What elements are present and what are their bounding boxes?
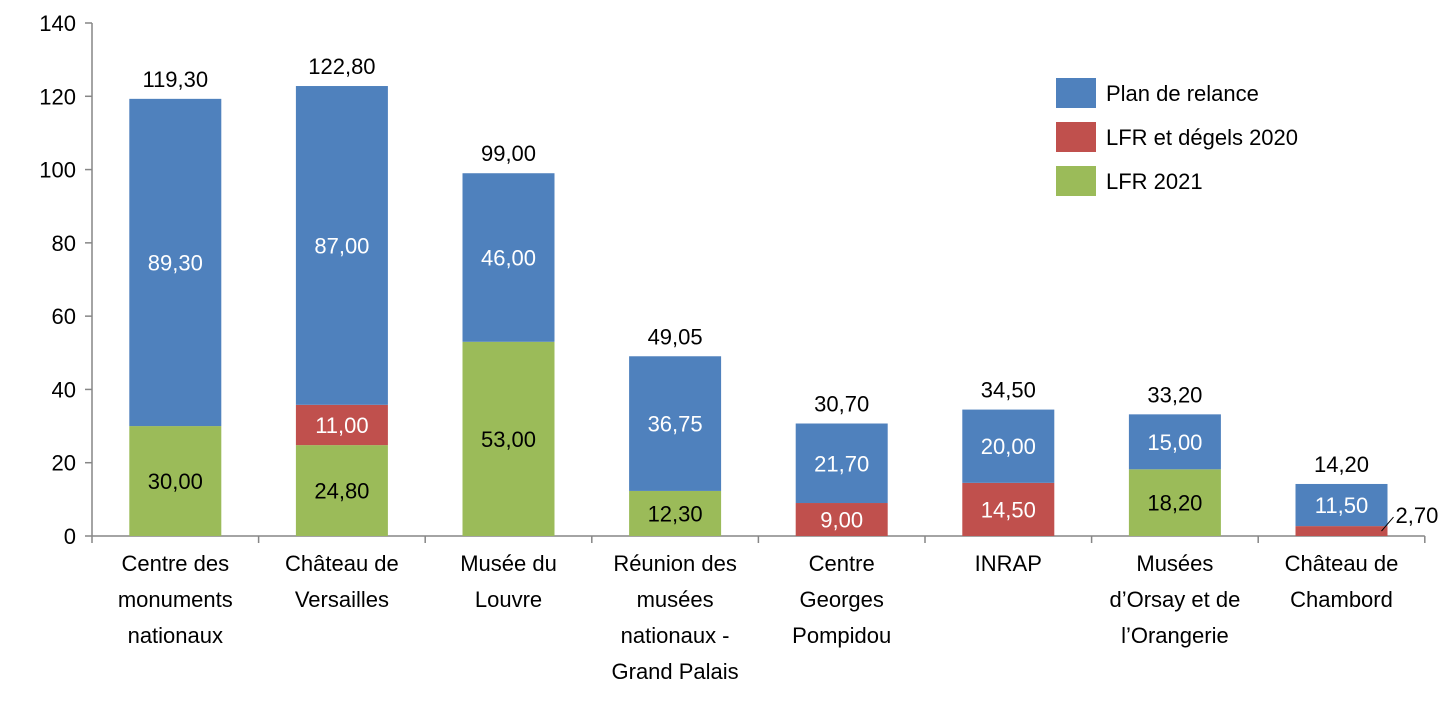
segment-value-label: 12,30	[648, 501, 703, 526]
bar-segment	[962, 482, 1055, 536]
bar-segment	[295, 445, 388, 536]
x-category-label-line: Grand Palais	[612, 659, 739, 684]
bar-segment	[629, 356, 722, 491]
segment-value-label: 18,20	[1147, 491, 1202, 516]
x-category-label-line: Château de	[285, 551, 399, 576]
y-tick-label: 80	[52, 231, 76, 256]
bars	[129, 86, 1388, 536]
bar-segment	[795, 423, 888, 504]
total-value-label: 99,00	[481, 141, 536, 166]
bar-segment	[795, 503, 888, 536]
y-tick-label: 20	[52, 451, 76, 476]
total-value-label: 30,70	[814, 392, 869, 417]
x-category-label: Musée du Louvre	[460, 551, 557, 612]
segment-value-label: 46,00	[481, 246, 536, 271]
x-category-label-line: nationaux	[128, 623, 223, 648]
x-category-label-line: Musée du	[460, 551, 557, 576]
segment-value-label: 14,50	[981, 497, 1036, 522]
segment-value-label: 89,30	[148, 250, 203, 275]
legend-swatch	[1056, 78, 1096, 108]
segment-value-label: 53,00	[481, 427, 536, 452]
bar-segment	[295, 86, 388, 405]
segment-value-label: 21,70	[814, 451, 869, 476]
x-category-label: Centre des monuments nationaux	[118, 551, 233, 648]
bar-segment	[962, 409, 1055, 483]
bar-segment	[462, 173, 555, 342]
bar-segment	[129, 426, 222, 536]
x-category-label-line: Louvre	[475, 587, 542, 612]
y-tick-label: 60	[52, 304, 76, 329]
legend-label: LFR 2021	[1106, 169, 1203, 194]
x-category-label-line: Réunion des	[613, 551, 737, 576]
x-category-label: Réunion des musées nationaux - Grand Palais	[612, 551, 739, 684]
x-category-label-line: Pompidou	[792, 623, 891, 648]
legend: Plan de relance LFR et dégels 2020 LFR 202…	[1056, 78, 1298, 196]
x-category-label-line: l’Orangerie	[1121, 623, 1229, 648]
legend-label: LFR et dégels 2020	[1106, 125, 1298, 150]
x-category-label: Château de Versailles	[285, 551, 399, 612]
y-tick-label: 140	[39, 11, 76, 36]
bar-segment	[1128, 469, 1221, 536]
segment-value-label: 20,00	[981, 434, 1036, 459]
y-tick-label: 0	[64, 524, 76, 549]
x-category-label-line: Chambord	[1290, 587, 1393, 612]
x-category-label-line: Georges	[800, 587, 884, 612]
bar-segment	[295, 404, 388, 446]
x-category-label: Château de Chambord	[1285, 551, 1399, 612]
bar-segment	[462, 341, 555, 536]
bar-segment	[1295, 483, 1388, 527]
segment-value-label: 2,70	[1396, 503, 1439, 528]
x-category-label: INRAP	[975, 551, 1042, 576]
x-category-label: Centre Georges Pompidou	[792, 551, 891, 648]
axes: 0 20 40 60 80 100 120 140 Centre des monuments nat…	[39, 11, 1426, 684]
x-category-label-line: Musées	[1136, 551, 1213, 576]
x-category-label: Musées d’Orsay et de l’Orangerie	[1109, 551, 1240, 648]
bar-segment	[1295, 526, 1388, 536]
legend-swatch	[1056, 166, 1096, 196]
x-category-label-line: nationaux -	[621, 623, 730, 648]
x-category-label-line: Château de	[1285, 551, 1399, 576]
segment-value-label: 24,80	[314, 479, 369, 504]
bar-segment	[129, 98, 222, 427]
segment-value-label: 15,00	[1147, 430, 1202, 455]
y-tick-label: 100	[39, 158, 76, 183]
bar-segment	[1128, 414, 1221, 470]
segment-leader-line	[1381, 516, 1394, 532]
x-category-label-line: Versailles	[295, 587, 389, 612]
total-value-label: 119,30	[142, 67, 208, 92]
x-category-label-line: Centre	[809, 551, 875, 576]
total-value-label: 122,80	[308, 54, 375, 79]
segment-value-label: 11,50	[1315, 493, 1368, 518]
segment-value-label: 9,00	[820, 508, 863, 533]
segment-value-label: 87,00	[314, 233, 369, 258]
x-category-label-line: INRAP	[975, 551, 1042, 576]
legend-swatch	[1056, 122, 1096, 152]
y-tick-label: 120	[39, 84, 76, 109]
segment-value-label: 30,00	[148, 469, 203, 494]
total-value-label: 33,20	[1147, 382, 1202, 407]
y-tick-label: 40	[52, 377, 76, 402]
total-value-label: 14,20	[1314, 452, 1369, 477]
total-value-label: 49,05	[648, 324, 703, 349]
segment-value-label: 36,75	[648, 412, 703, 437]
segment-value-label: 11,00	[315, 413, 368, 438]
x-category-label-line: monuments	[118, 587, 233, 612]
bar-segment	[629, 490, 722, 536]
total-value-label: 34,50	[981, 378, 1036, 403]
legend-label: Plan de relance	[1106, 81, 1259, 106]
labels: 30,00 89,30 119,30 24,80 11,00 87,00 122,80 53,…	[142, 54, 1438, 532]
x-category-label-line: musées	[637, 587, 714, 612]
x-category-label-line: d’Orsay et de	[1109, 587, 1240, 612]
x-category-label-line: Centre des	[121, 551, 229, 576]
